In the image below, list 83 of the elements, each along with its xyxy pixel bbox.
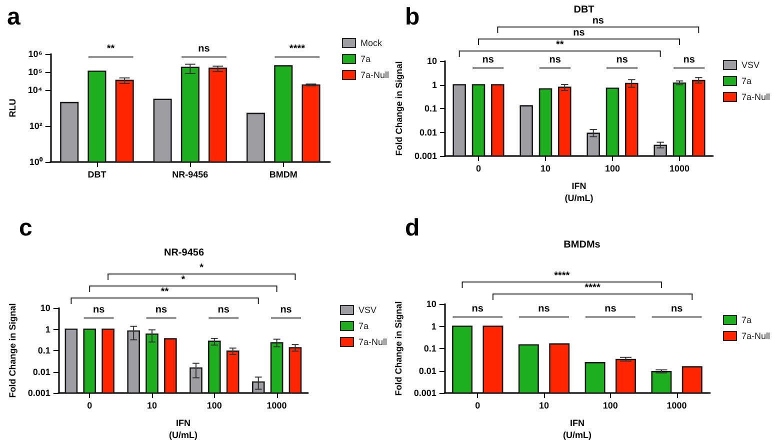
x-tick-label: 1000 [669,164,690,174]
text: **** [554,270,570,282]
x-tick-label: 100 [604,164,620,174]
x-tick-label: 10 [147,400,158,410]
y-tick-label: 1 [45,324,50,334]
legend-label: VSV [742,60,760,70]
y-tick-label: 0.001 [414,151,437,161]
chart-title: b [405,4,420,30]
y-tick-label: 10 [426,56,437,66]
legend-label: 7a [742,76,752,86]
y-axis-title: RLU [8,98,18,118]
annotation: ns [482,54,494,66]
annotation: ns [93,304,106,316]
chart-subtitle: DBT [574,4,594,16]
annotation: ns [155,304,168,316]
y-tick-label: 10 [426,299,436,309]
x-tick-label: 10 [540,164,551,174]
legend-label: Mock [360,38,382,48]
annotation: ns [538,304,550,314]
annotation: ns [616,54,628,66]
chart-title: c [19,214,32,242]
y-tick-label: 0.001 [28,388,50,398]
x-tick-label: NR-9456 [172,170,208,180]
legend-label: 7a-Null [360,70,390,80]
legend-label: 7a-Null [742,331,770,341]
text: ** [160,286,169,298]
y-tick-label: 10² [29,121,42,131]
text: * [181,274,186,286]
y-tick-label: 10⁵ [28,67,42,77]
annotation: ns [604,304,617,314]
text: ** [106,44,115,54]
chart-subtitle: BMDMs [564,240,601,250]
text: ns [573,28,586,38]
text: * [200,262,204,274]
y-axis-title: Fold Change in Signal [394,61,404,156]
x-axis-title: IFN (U/mL) [168,418,198,440]
legend-label: 7a [742,315,752,325]
y-tick-label: 0.1 [424,344,436,354]
x-axis-title: IFN (U/mL) [562,418,592,440]
text: ns [198,44,210,54]
y-tick-label: 1 [431,321,436,332]
text: ** [556,40,564,50]
y-tick-label: 0.01 [32,366,50,377]
legend-label: 7a-Null [358,337,388,347]
chart-title: a [7,4,21,30]
annotation: ns [472,304,484,314]
legend-label: VSV [358,305,377,315]
y-tick-label: 0.001 [414,388,436,398]
annotation: ns [670,304,684,314]
y-tick-label: 0.1 [424,104,437,114]
x-tick-label: 1000 [266,400,287,410]
y-tick-label: 10⁰ [29,157,44,167]
chart-subtitle: NR-9456 [164,248,204,258]
annotation: ns [683,54,696,66]
x-tick-label: 1000 [666,400,687,410]
text: ns [592,16,604,26]
y-tick-label: 1 [432,80,437,90]
x-axis-title: IFN (U/mL) [564,181,594,203]
legend-label: 7a [360,54,371,64]
annotation: ns [549,54,562,66]
y-axis-title: Fold Change in Signal [8,303,18,398]
y-tick-label: 0.01 [419,127,437,138]
text: **** [584,282,600,294]
x-tick-label: 10 [539,400,550,410]
x-tick-label: 0 [476,164,482,174]
legend-label: 7a-Null [742,92,770,102]
y-tick-label: 10⁶ [28,49,42,59]
text: **** [289,44,306,54]
x-tick-label: 0 [475,400,480,410]
y-tick-label: 10 [40,303,50,313]
x-tick-label: DBT [88,170,107,180]
legend-label: 7a [358,321,369,331]
chart-title: d [405,214,420,242]
x-tick-label: 0 [87,400,92,410]
y-axis-title: Fold Change in Signal [394,301,404,396]
x-tick-label: 100 [206,400,222,410]
y-tick-label: 0.01 [418,366,436,376]
y-tick-label: 0.1 [38,346,50,356]
annotation: ns [280,304,292,316]
y-tick-label: 10⁴ [28,85,42,95]
x-tick-label: BMDM [269,170,298,180]
annotation: ns [218,304,230,316]
x-tick-label: 100 [602,400,618,410]
